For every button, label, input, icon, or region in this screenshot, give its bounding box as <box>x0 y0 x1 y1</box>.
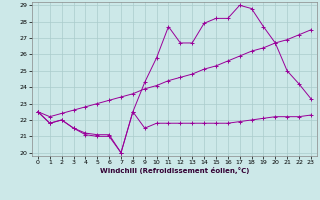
X-axis label: Windchill (Refroidissement éolien,°C): Windchill (Refroidissement éolien,°C) <box>100 167 249 174</box>
